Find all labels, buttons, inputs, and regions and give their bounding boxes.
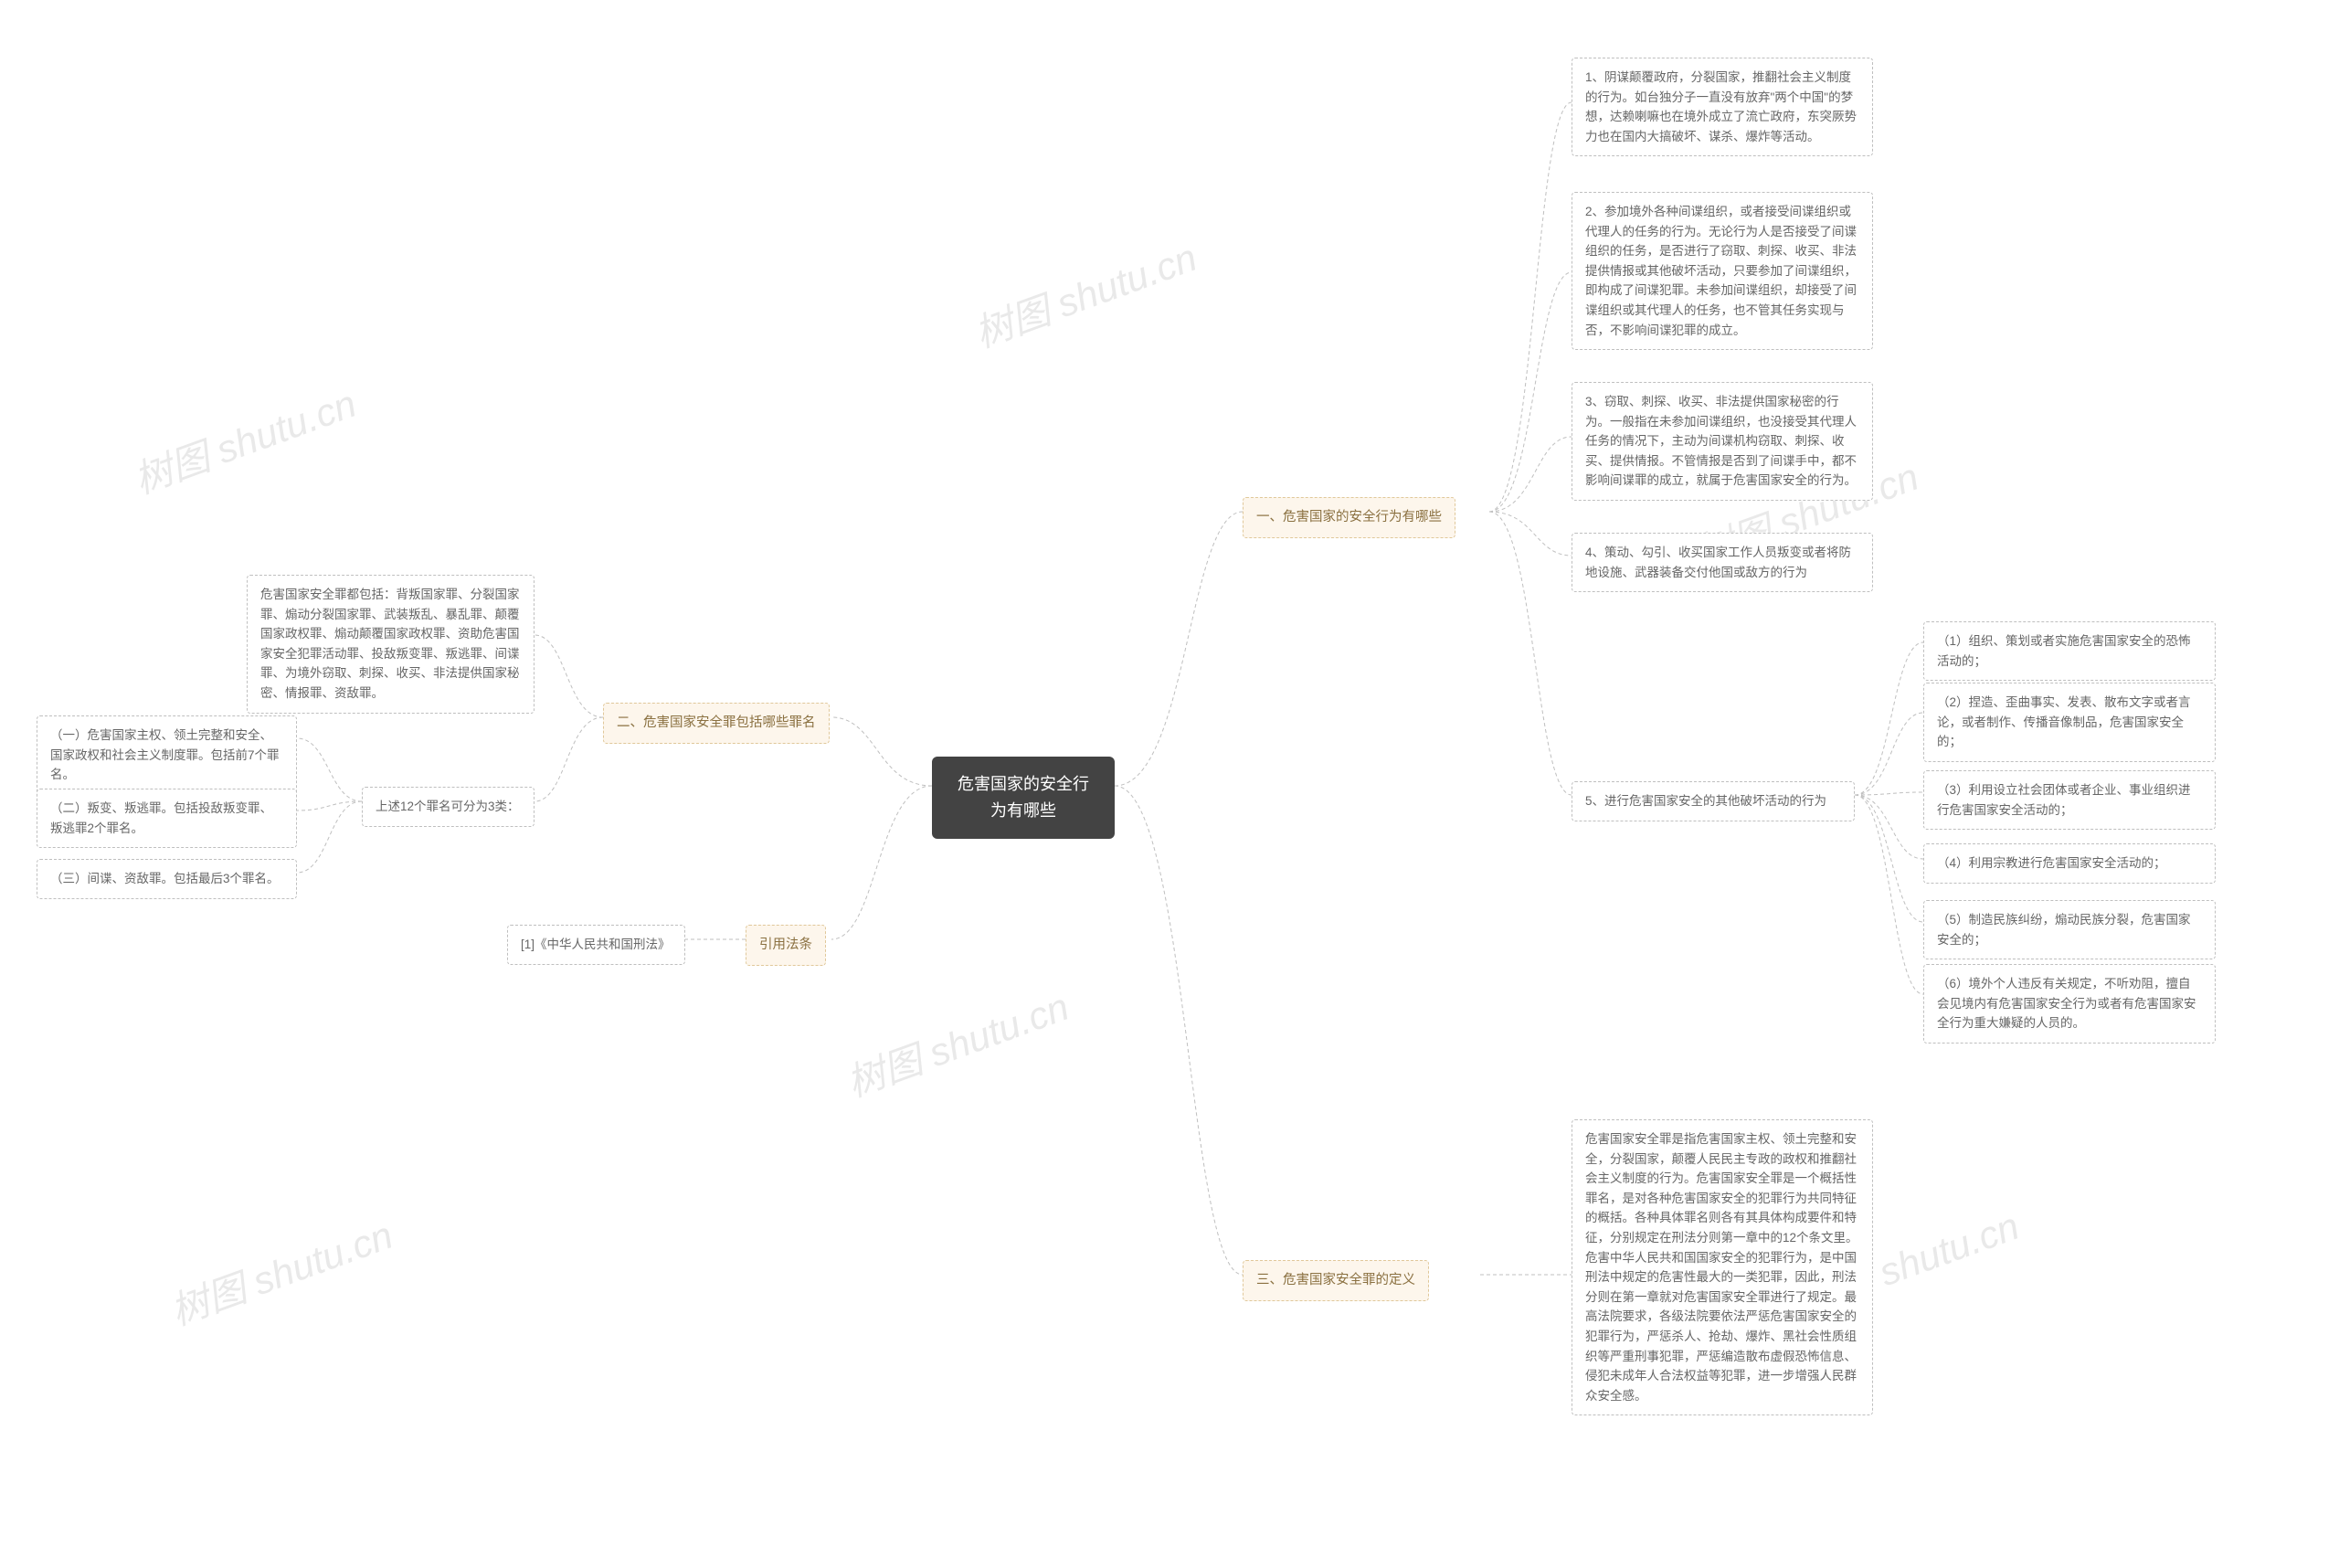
root-title: 危害国家的安全行为有哪些	[958, 775, 1089, 820]
b2-c1: （一）危害国家主权、领土完整和安全、国家政权和社会主义制度罪。包括前7个罪名。	[37, 715, 297, 795]
b1-item-1: 1、阴谋颠覆政府，分裂国家，推翻社会主义制度的行为。如台独分子一直没有放弃"两个…	[1572, 58, 1873, 156]
b3-body: 危害国家安全罪是指危害国家主权、领土完整和安全，分裂国家，颠覆人民民主专政的政权…	[1572, 1119, 1873, 1415]
b1-5-sub-6: （6）境外个人违反有关规定，不听劝阻，擅自会见境内有危害国家安全行为或者有危害国…	[1923, 964, 2216, 1044]
branch-3: 三、危害国家安全罪的定义	[1243, 1260, 1429, 1301]
watermark: 树图 shutu.cn	[162, 1204, 399, 1336]
b1-item-5: 5、进行危害国家安全的其他破坏活动的行为	[1572, 781, 1855, 821]
b2-c3: （三）间谍、资敌罪。包括最后3个罪名。	[37, 859, 297, 899]
branch-2-label: 二、危害国家安全罪包括哪些罪名	[617, 715, 816, 730]
b1-item-4: 4、策动、勾引、收买国家工作人员叛变或者将防地设施、武器装备交付他国或敌方的行为	[1572, 533, 1873, 592]
b1-5-sub-5: （5）制造民族纠纷，煽动民族分裂，危害国家安全的；	[1923, 900, 2216, 959]
b2-desc: 危害国家安全罪都包括：背叛国家罪、分裂国家罪、煽动分裂国家罪、武装叛乱、暴乱罪、…	[247, 575, 534, 714]
branch-1-label: 一、危害国家的安全行为有哪些	[1256, 510, 1442, 524]
branch-2: 二、危害国家安全罪包括哪些罪名	[603, 703, 830, 744]
branch-1: 一、危害国家的安全行为有哪些	[1243, 497, 1455, 538]
cite-branch: 引用法条	[746, 925, 826, 966]
root-node: 危害国家的安全行为有哪些	[932, 757, 1115, 839]
watermark: 树图 shutu.cn	[838, 976, 1075, 1107]
mindmap-canvas: 树图 shutu.cn 树图 shutu.cn 树图 shutu.cn 树图 s…	[0, 0, 2339, 1568]
watermark: 树图 shutu.cn	[966, 227, 1203, 358]
cite-label: 引用法条	[759, 938, 812, 952]
b1-item-2: 2、参加境外各种间谍组织，或者接受间谍组织或代理人的任务的行为。无论行为人是否接…	[1572, 192, 1873, 350]
b1-5-sub-3: （3）利用设立社会团体或者企业、事业组织进行危害国家安全活动的；	[1923, 770, 2216, 830]
b2-cats: 上述12个罪名可分为3类：	[362, 787, 534, 827]
b1-5-sub-4: （4）利用宗教进行危害国家安全活动的；	[1923, 843, 2216, 884]
branch-3-label: 三、危害国家安全罪的定义	[1256, 1273, 1415, 1287]
watermark: 树图 shutu.cn	[125, 373, 363, 504]
b1-item-3: 3、窃取、刺探、收买、非法提供国家秘密的行为。一般指在未参加间谍组织，也没接受其…	[1572, 382, 1873, 501]
cite-ref: [1]《中华人民共和国刑法》	[507, 925, 685, 965]
b1-5-sub-2: （2）捏造、歪曲事实、发表、散布文字或者言论，或者制作、传播音像制品，危害国家安…	[1923, 683, 2216, 762]
b1-5-sub-1: （1）组织、策划或者实施危害国家安全的恐怖活动的；	[1923, 621, 2216, 681]
b2-c2: （二）叛变、叛逃罪。包括投敌叛变罪、叛逃罪2个罪名。	[37, 789, 297, 848]
